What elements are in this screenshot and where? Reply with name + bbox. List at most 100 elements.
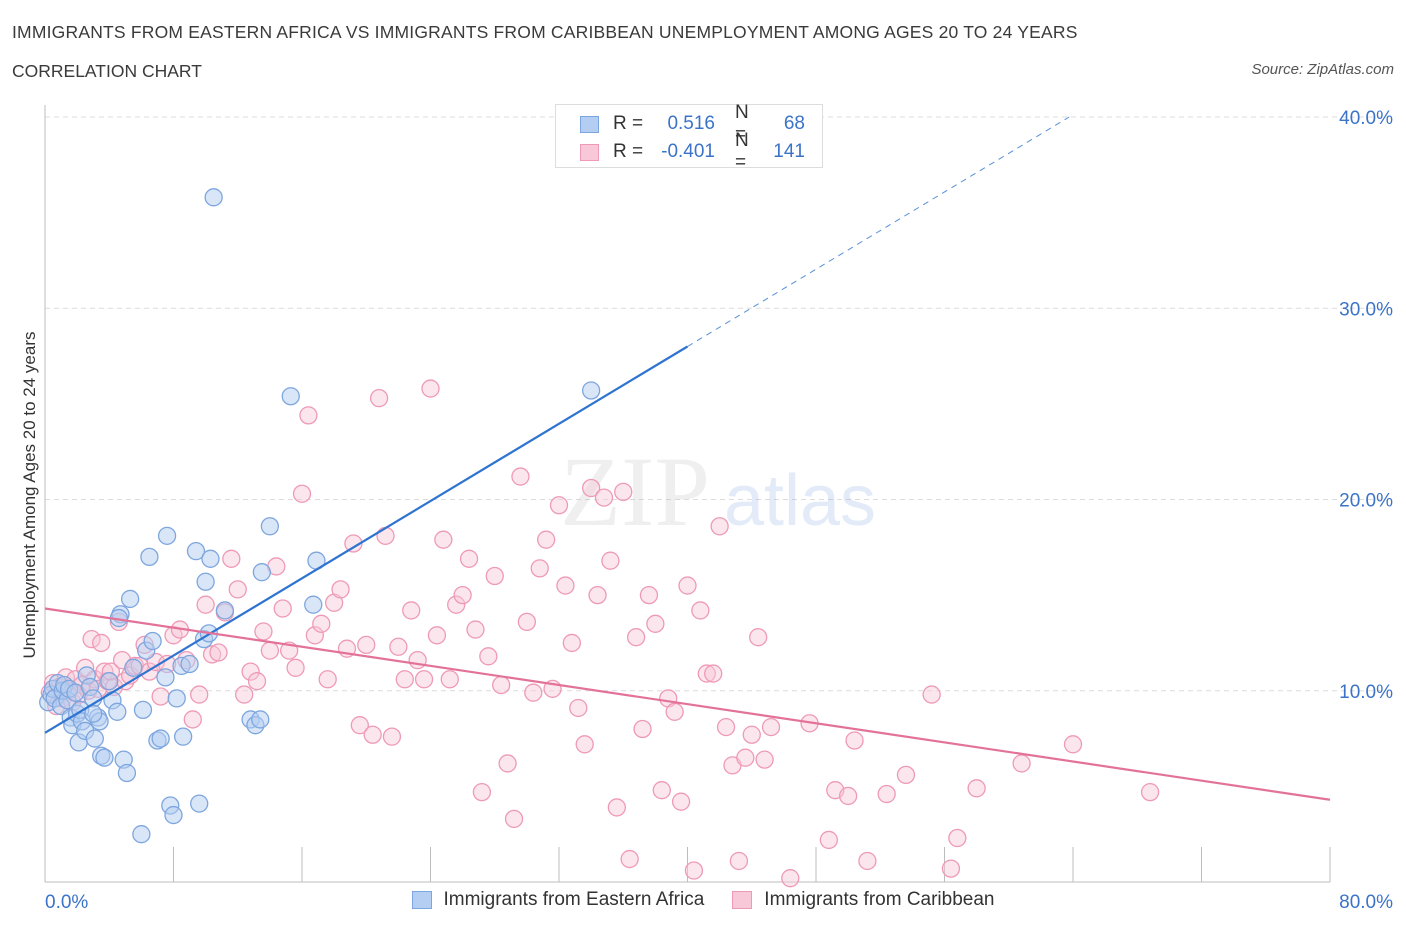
point-caribbean [620,849,639,869]
point-caribbean [948,828,967,848]
point-caribbean [877,784,896,804]
point-caribbean [749,628,768,647]
point-caribbean [312,614,331,633]
point-eastern-africa [186,541,206,561]
point-eastern-africa [167,689,186,708]
point-caribbean [363,725,382,744]
point-caribbean [665,702,684,721]
series-caribbean-points [40,379,1160,888]
legend-label: Immigrants from Caribbean [764,889,995,910]
point-caribbean [447,595,466,614]
point-caribbean [742,725,761,744]
point-caribbean [331,580,350,599]
point-caribbean [684,861,704,880]
point-eastern-africa [251,710,270,729]
point-caribbean [305,626,325,645]
source-label: Source: ZipAtlas.com [1251,61,1394,78]
point-caribbean [652,781,671,800]
point-caribbean [896,765,916,785]
point-caribbean [273,599,292,618]
point-caribbean [427,626,447,645]
point-eastern-africa [252,563,271,582]
point-eastern-africa [196,572,215,591]
point-caribbean [472,782,492,802]
point-eastern-africa [304,595,323,614]
point-eastern-africa [108,702,127,721]
point-caribbean [562,633,581,653]
point-caribbean [710,517,729,536]
point-caribbean [247,672,267,691]
point-caribbean [671,792,691,811]
point-caribbean [209,643,228,662]
point-caribbean [235,685,254,704]
point-caribbean [376,526,395,545]
point-caribbean [402,601,421,620]
legend-swatch-pink [580,143,599,161]
point-caribbean [530,559,549,578]
point-caribbean [537,530,556,549]
point-caribbean [569,698,588,718]
y-tick-label: 30.0% [1339,299,1393,320]
legend-swatch-blue [411,891,432,909]
point-caribbean [755,750,774,769]
point-caribbean [498,754,517,773]
point-caribbean [202,645,222,664]
trend-line-eastern-africa [44,345,689,734]
series-legend: Immigrants from Eastern Africa Immigrant… [0,889,1406,911]
x-tick-label: 0.0% [45,892,88,913]
point-eastern-africa [201,549,220,568]
point-caribbean [524,683,543,702]
point-eastern-africa [124,658,143,677]
point-caribbean [350,716,369,735]
point-eastern-africa [204,188,223,207]
point-caribbean [697,664,716,683]
legend-r-value: -0.401 [661,141,715,162]
point-caribbean [369,388,389,408]
point-caribbean [459,549,479,568]
point-caribbean [228,580,247,599]
chart-subtitle: CORRELATION CHART [12,61,202,81]
point-caribbean [704,664,723,683]
point-eastern-africa [215,601,235,620]
point-caribbean [549,496,569,515]
point-caribbean [858,851,877,871]
point-caribbean [781,869,800,888]
point-caribbean [479,647,498,666]
trend-line-caribbean [44,607,1331,801]
point-caribbean [614,482,633,502]
y-axis-label: Unemployment Among Ages 20 to 24 years [20,331,39,659]
point-eastern-africa [581,381,601,400]
series-eastern-africa-points [39,188,601,844]
point-caribbean [92,633,111,653]
point-caribbean [292,484,312,503]
point-caribbean [492,675,511,695]
tick-labels: 10.0% 20.0% 30.0% 40.0% 0.0% 80.0% [45,108,1393,913]
point-caribbean [626,628,646,647]
point-caribbean [82,629,101,649]
legend-row-eastern-africa: R = 0.516 N = 68 [580,102,805,145]
point-caribbean [395,670,414,689]
point-caribbean [299,406,318,425]
gridlines [45,116,1385,692]
point-caribbean [466,620,485,639]
point-caribbean [511,467,530,486]
point-eastern-africa [281,387,300,406]
point-eastern-africa [157,526,177,545]
point-eastern-africa [85,729,104,748]
point-caribbean [434,530,453,549]
point-caribbean [408,651,427,670]
point-eastern-africa [100,672,119,691]
point-caribbean [318,670,337,689]
point-caribbean [1140,782,1160,802]
point-eastern-africa [84,704,103,723]
point-caribbean [421,379,440,398]
point-caribbean [453,585,472,605]
point-caribbean [967,779,986,798]
point-eastern-africa [180,654,199,674]
point-caribbean [941,859,961,878]
legend-r-label: R = [613,113,644,134]
point-caribbean [183,710,202,729]
point-caribbean [254,622,273,641]
point-caribbean [389,637,408,656]
